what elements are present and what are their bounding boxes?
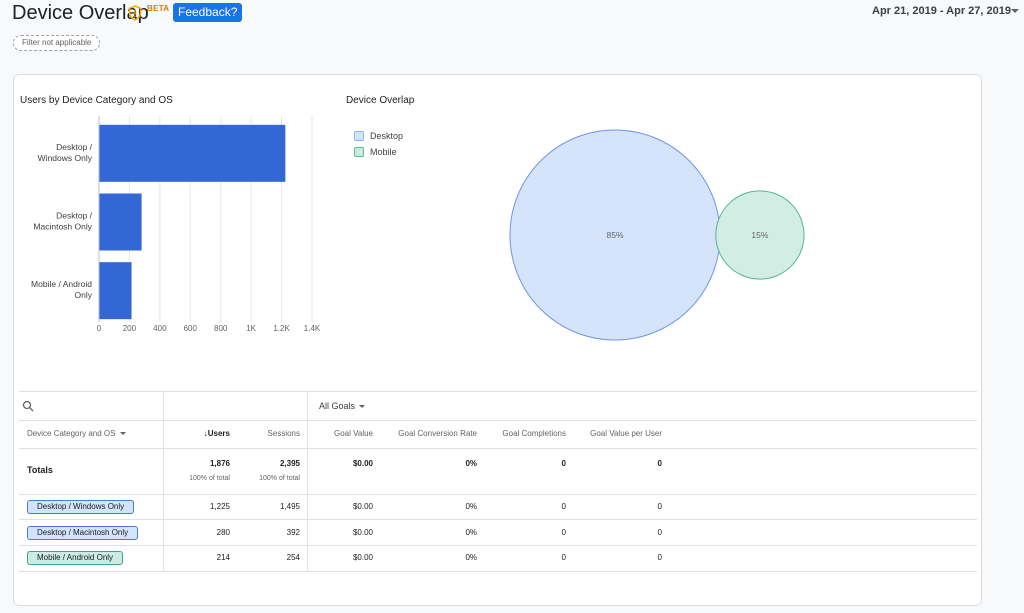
table-cell: 280 [216,528,230,537]
category-label: Desktop / [56,211,93,221]
search-icon[interactable] [22,400,34,412]
dimension-chip-mobile-android[interactable]: Mobile / Android Only [27,551,124,565]
table-cell: 0 [561,553,566,562]
table-cell: $0.00 [352,528,373,537]
table-cell: 0% [465,528,477,537]
divider [19,571,977,572]
category-label: Windows Only [38,153,93,163]
bar-chart-title: Users by Device Category and OS [20,95,173,106]
category-label: Only [75,290,93,300]
venn-label-desktop: 85% [606,230,623,240]
divider [19,545,977,546]
divider [19,494,977,495]
x-tick-label: 1.4K [304,324,321,333]
dimension-header-label: Device Category and OS [27,429,116,438]
divider [19,519,977,520]
venn-legend: Desktop Mobile [354,128,403,160]
venn-diagram: 85% 15% [509,129,805,341]
venn-label-mobile: 15% [751,230,768,240]
x-tick-label: 1.2K [273,324,290,333]
dimension-chip-desktop-macintosh[interactable]: Desktop / Macintosh Only [27,526,139,540]
table-cell: 0% [465,553,477,562]
legend-label: Mobile [370,147,397,157]
bar-3 [99,262,132,320]
table-cell: 1,495 [279,502,300,511]
caret-down-icon [119,432,126,436]
totals-goal-value: $0.00 [352,459,373,468]
table-cell: 0 [657,528,662,537]
chevron-down-icon[interactable] [1011,9,1019,13]
x-tick-label: 200 [123,324,137,333]
table-cell: 254 [286,553,300,562]
goals-dropdown-label: All Goals [319,401,356,411]
beta-badge: BETA [147,4,170,13]
legend-label: Desktop [370,131,404,141]
category-label: Macintosh Only [33,222,92,232]
goals-dropdown[interactable]: All Goals [319,401,366,411]
table-cell: 0% [465,502,477,511]
legend-item-desktop[interactable]: Desktop [354,128,403,144]
table-cell: $0.00 [352,502,373,511]
totals-label: Totals [27,465,53,475]
divider [19,391,977,392]
column-header-goal-completions[interactable]: Goal Completions [502,429,566,438]
x-tick-label: 0 [97,324,102,333]
column-header-goal-conversion-rate[interactable]: Goal Conversion Rate [398,429,477,438]
category-label: Mobile / Android [31,279,92,289]
feedback-button[interactable]: Feedback? [173,3,243,22]
column-header-sessions[interactable]: Sessions [267,429,300,438]
totals-sessions-pct: 100% of total [259,475,300,482]
column-header-goal-value-per-user[interactable]: Goal Value per User [590,429,662,438]
table-cell: 0 [561,502,566,511]
totals-users: 1,876 [209,459,230,468]
table-cell: 0 [657,502,662,511]
totals-goal-value-per-user: 0 [657,459,662,468]
date-range-selector[interactable]: Apr 21, 2019 - Apr 27, 2019 [872,5,1012,17]
sort-arrow-icon: ↓ [203,429,208,438]
table-cell: 0 [657,553,662,562]
dimension-header[interactable]: Device Category and OS [27,429,126,438]
table-cell: 392 [286,528,300,537]
filter-chip[interactable]: Filter not applicable [13,35,101,51]
x-tick-label: 400 [153,324,167,333]
page-title: Device Overlap [12,2,149,24]
divider [19,420,977,421]
x-tick-label: 600 [184,324,198,333]
divider [163,391,164,571]
shield-icon [128,5,142,21]
category-label: Desktop / [56,142,93,152]
x-tick-label: 800 [214,324,228,333]
page-header: Device Overlap BETA Feedback? Apr 21, 20… [0,0,1024,60]
column-header-goal-value[interactable]: Goal Value [334,429,373,438]
divider [19,448,977,449]
totals-users-pct: 100% of total [189,475,230,482]
bar-2 [99,193,142,251]
table-cell: 0 [561,528,566,537]
bar-1 [99,124,286,182]
legend-swatch-mobile [354,147,364,157]
legend-item-mobile[interactable]: Mobile [354,144,403,160]
data-table: All Goals Device Category and OS ↓Users … [19,391,977,572]
column-header-users[interactable]: ↓Users [204,429,230,438]
totals-sessions: 2,395 [279,459,300,468]
x-tick-label: 1K [246,324,256,333]
totals-goal-completions: 0 [561,459,566,468]
venn-circle-mobile [715,190,805,280]
totals-goal-conversion-rate: 0% [465,459,477,468]
table-cell: 214 [216,553,230,562]
caret-down-icon [359,405,366,409]
dimension-chip-desktop-windows[interactable]: Desktop / Windows Only [27,500,135,514]
table-cell: 1,225 [209,502,230,511]
venn-chart-title: Device Overlap [346,95,415,106]
divider [307,391,308,571]
column-header-label: Users [207,429,230,438]
report-card: Users by Device Category and OS Device O… [13,74,982,606]
table-cell: $0.00 [352,553,373,562]
legend-swatch-desktop [354,131,364,141]
